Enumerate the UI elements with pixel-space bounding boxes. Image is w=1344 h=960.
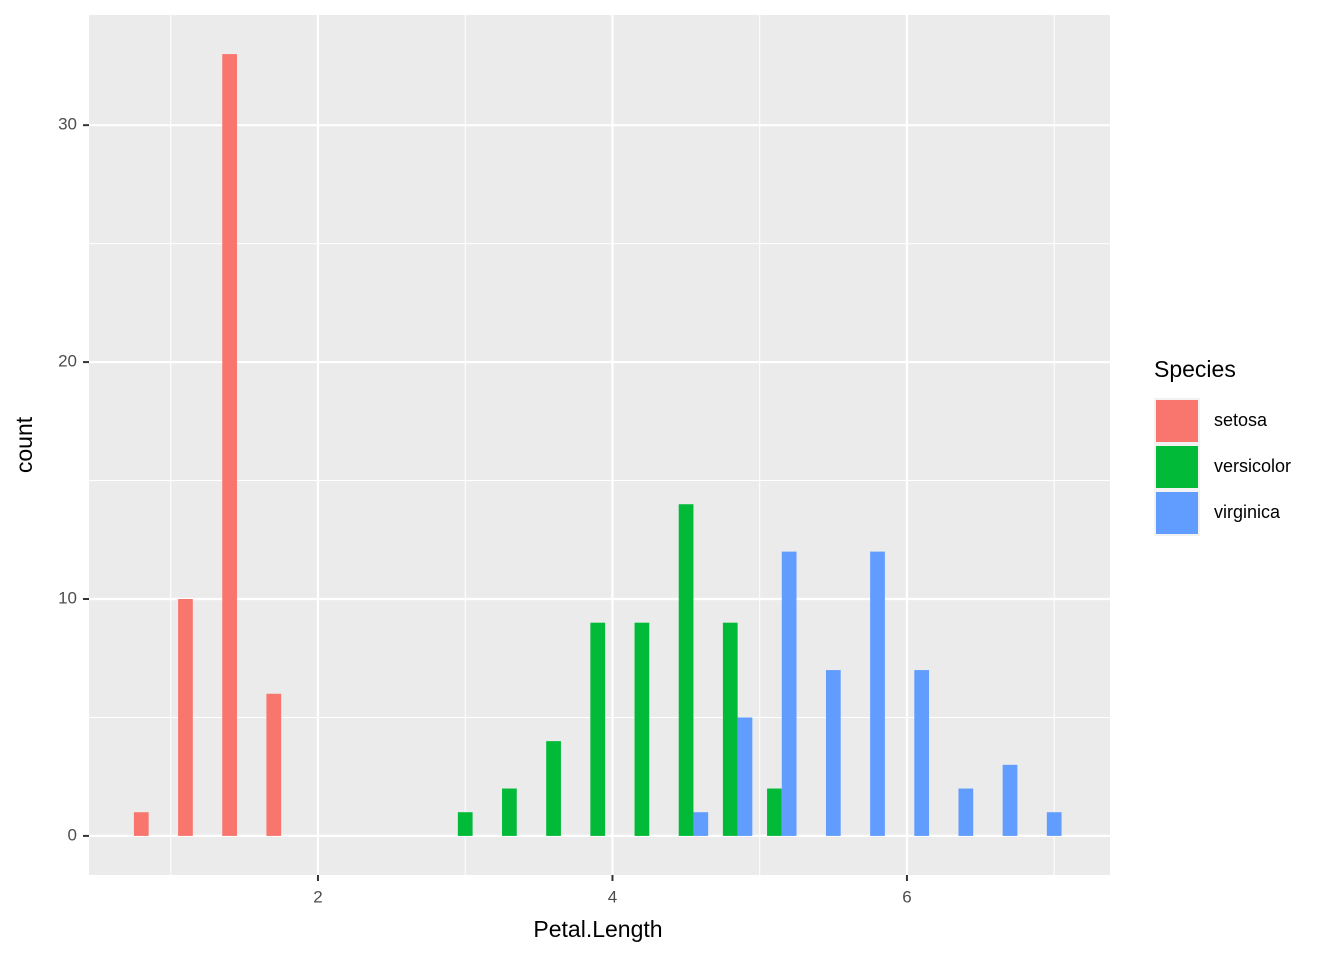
legend-title: Species: [1154, 356, 1236, 382]
legend-label: versicolor: [1214, 456, 1291, 476]
y-tick-label: 0: [68, 825, 77, 844]
legend-key: [1156, 400, 1198, 442]
bar: [781, 551, 797, 836]
bar: [767, 788, 782, 836]
bar: [133, 812, 149, 836]
bars: [133, 54, 1062, 836]
x-tick-label: 6: [902, 887, 911, 906]
x-axis-title: Petal.Length: [533, 916, 662, 942]
y-axis-title: count: [11, 416, 37, 473]
legend-label: virginica: [1214, 502, 1281, 522]
bar: [870, 551, 885, 836]
bar: [678, 504, 694, 836]
legend-key: [1156, 446, 1198, 488]
bar: [178, 598, 193, 836]
x-tick-label: 4: [608, 887, 617, 906]
legend-key: [1156, 492, 1198, 534]
bar: [1046, 812, 1062, 836]
bar: [266, 693, 282, 836]
y-tick-label: 20: [58, 352, 77, 371]
bar: [722, 622, 738, 836]
y-tick-label: 30: [58, 115, 77, 134]
bar: [1002, 764, 1018, 836]
bar: [502, 788, 517, 836]
bar: [737, 717, 753, 836]
legend-label: setosa: [1214, 410, 1268, 430]
bar: [222, 54, 237, 836]
bar: [825, 670, 841, 836]
bar: [634, 622, 650, 836]
bar: [958, 788, 974, 836]
bar: [590, 622, 606, 836]
bar: [693, 812, 709, 836]
x-tick-label: 2: [313, 887, 322, 906]
bar: [914, 670, 930, 836]
y-tick-label: 10: [58, 588, 77, 607]
bar: [457, 812, 473, 836]
bar: [546, 741, 561, 836]
